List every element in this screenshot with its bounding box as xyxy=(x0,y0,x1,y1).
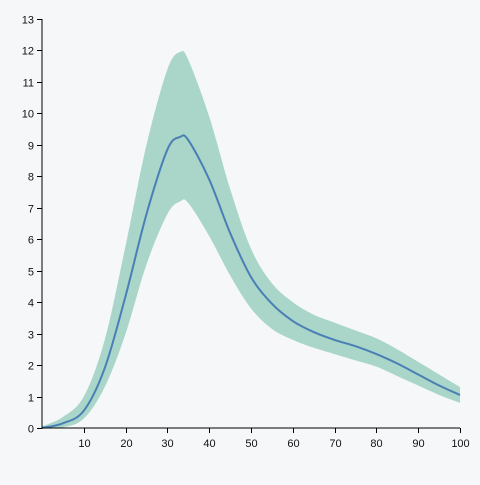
x-tick-label: 20 xyxy=(120,438,132,450)
y-tick-label: 6 xyxy=(28,235,34,247)
x-tick-label: 40 xyxy=(203,438,215,450)
x-tick-label: 30 xyxy=(161,438,173,450)
y-tick-label: 4 xyxy=(28,298,34,310)
series-line-mean xyxy=(41,134,461,429)
y-tick-label: 10 xyxy=(22,109,34,121)
y-tick-label: 5 xyxy=(28,267,34,279)
x-tick-label: 90 xyxy=(412,438,424,450)
y-tick-label: 2 xyxy=(28,361,34,373)
x-tick-label: 10 xyxy=(78,438,90,450)
y-tick-label: 9 xyxy=(28,141,34,153)
x-tick-label: 100 xyxy=(451,438,469,450)
band-layer xyxy=(42,50,460,429)
y-tick-label: 3 xyxy=(28,330,34,342)
x-tick-label: 60 xyxy=(287,438,299,450)
y-tick-label: 8 xyxy=(28,172,34,184)
x-tick-label: 70 xyxy=(329,438,341,450)
y-tick-label: 13 xyxy=(22,15,34,27)
x-tick-label: 50 xyxy=(245,438,257,450)
y-tick-label: 11 xyxy=(23,78,34,90)
x-tick-label: 80 xyxy=(370,438,382,450)
y-tick-label: 12 xyxy=(22,46,34,58)
line-layer xyxy=(41,134,461,429)
y-tick-label: 0 xyxy=(28,424,34,436)
y-tick-label: 7 xyxy=(28,204,34,216)
confidence-band xyxy=(42,50,460,429)
y-tick-label: 1 xyxy=(28,393,34,405)
